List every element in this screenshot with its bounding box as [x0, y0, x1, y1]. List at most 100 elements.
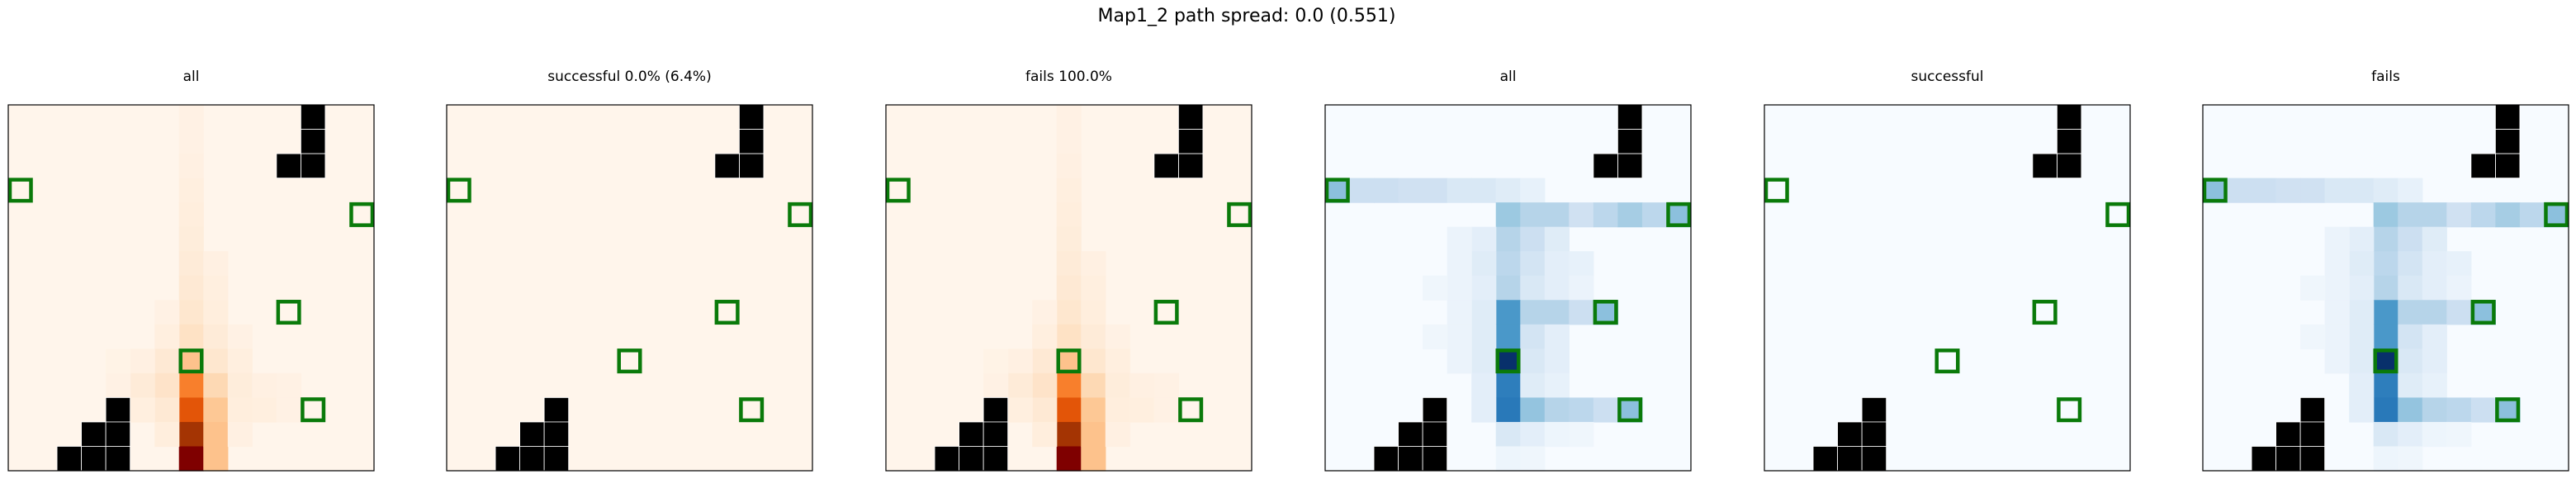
heatmap-cell — [1056, 446, 1082, 472]
heatmap-cell — [1374, 178, 1399, 203]
heatmap-cell — [227, 421, 253, 448]
obstacle-cell — [959, 421, 984, 447]
heatmap-cell — [2324, 251, 2350, 277]
heatmap-cell — [1569, 421, 1594, 448]
heatmap-cell — [1325, 178, 1351, 203]
heatmap-cell — [1495, 324, 1521, 349]
heatmap-cell — [2398, 349, 2423, 374]
target-marker — [276, 300, 301, 325]
obstacle-cell — [2494, 153, 2521, 179]
heatmap-cell — [2495, 397, 2521, 423]
heatmap-cell — [2446, 397, 2472, 423]
heatmap-cell — [1495, 178, 1521, 203]
heatmap-cell — [2422, 397, 2447, 423]
heatmap-cell — [1032, 300, 1058, 325]
heatmap-cell — [178, 226, 204, 252]
heatmap-cell — [1105, 324, 1130, 349]
heatmap-cell — [1056, 154, 1082, 179]
heatmap-cell — [1569, 251, 1594, 277]
heatmap-cell — [2324, 324, 2350, 349]
panel-frame — [7, 104, 375, 472]
heatmap-panel-5: successful — [1764, 69, 2131, 472]
heatmap-cell — [1520, 251, 1546, 277]
heatmap-cell — [1495, 226, 1521, 252]
heatmap-cell — [1105, 372, 1130, 398]
heatmap-cell — [2324, 300, 2350, 325]
obstacle-cell — [105, 421, 131, 447]
obstacle-cell — [1373, 446, 1399, 472]
heatmap-cell — [203, 397, 229, 423]
heatmap-cell — [2373, 372, 2398, 398]
heatmap-cell — [2373, 275, 2398, 301]
heatmap-cell — [1495, 421, 1521, 448]
heatmap-cell — [1495, 446, 1521, 472]
target-marker — [7, 178, 33, 203]
heatmap-cell — [1544, 300, 1570, 325]
heatmap-cell — [2227, 178, 2252, 203]
heatmap-cell — [1520, 372, 1546, 398]
heatmap-cell — [154, 324, 180, 349]
heatmap-cell — [2252, 178, 2277, 203]
heatmap-cell — [2519, 202, 2545, 228]
heatmap-cell — [2324, 226, 2350, 252]
heatmap-cell — [1032, 324, 1058, 349]
heatmap-cell — [1032, 397, 1058, 423]
heatmap-cell — [2398, 372, 2423, 398]
target-marker — [885, 178, 911, 203]
heatmap-cell — [1544, 324, 1570, 349]
heatmap-cell — [1520, 178, 1546, 203]
heatmap-cell — [2398, 397, 2423, 423]
heatmap-cell — [1495, 349, 1521, 374]
heatmap-cell — [130, 397, 155, 423]
heatmap-cell — [1471, 349, 1497, 374]
heatmap-cell — [1447, 226, 1472, 252]
heatmap-cell — [1544, 397, 1570, 423]
heatmap-cell — [1471, 397, 1497, 423]
obstacle-cell — [983, 421, 1009, 447]
obstacle-cell — [1617, 129, 1643, 154]
heatmap-cell — [1105, 349, 1130, 374]
target-marker — [2470, 300, 2496, 325]
heatmap-cell — [1081, 300, 1106, 325]
heatmap-cell — [1081, 275, 1106, 301]
obstacle-cell — [2251, 446, 2277, 472]
heatmap-cell — [154, 349, 180, 374]
heatmap-cell — [2422, 275, 2447, 301]
heatmap-cell — [1081, 421, 1106, 448]
heatmap-cell — [2422, 324, 2447, 349]
heatmap-cell — [2324, 275, 2350, 301]
obstacle-cell — [1861, 396, 1887, 423]
panel-frame — [1324, 104, 1692, 472]
heatmap-cell — [106, 372, 131, 398]
target-marker — [739, 397, 765, 423]
heatmap-cell — [1471, 226, 1497, 252]
heatmap-cell — [1544, 226, 1570, 252]
heatmap-cell — [1056, 275, 1082, 301]
obstacle-cell — [543, 421, 570, 447]
heatmap-cell — [203, 349, 229, 374]
heatmap-cell — [2300, 324, 2326, 349]
heatmap-cell — [2398, 178, 2423, 203]
heatmap-panel-3: fails 100.0% — [885, 69, 1252, 472]
obstacle-cell — [1178, 104, 1204, 130]
heatmap-cell — [1056, 349, 1082, 374]
obstacle-cell — [2056, 153, 2082, 179]
target-marker — [1056, 349, 1082, 374]
heatmap-cell — [1544, 251, 1570, 277]
heatmap-cell — [2373, 324, 2398, 349]
heatmap-cell — [227, 397, 253, 423]
target-marker — [1934, 349, 1960, 374]
heatmap-cell — [1081, 349, 1106, 374]
heatmap-cell — [1617, 397, 1643, 423]
obstacle-cell — [1861, 446, 1887, 472]
heatmap-cell — [154, 372, 180, 398]
heatmap-cell — [1081, 397, 1106, 423]
obstacle-cell — [543, 446, 570, 472]
obstacle-cell — [2299, 396, 2326, 423]
heatmap-cell — [983, 349, 1009, 374]
heatmap-cell — [1617, 202, 1643, 228]
heatmap-cell — [983, 372, 1009, 398]
heatmap-cell — [1081, 372, 1106, 398]
heatmap-cell — [1081, 324, 1106, 349]
target-marker — [446, 178, 471, 203]
